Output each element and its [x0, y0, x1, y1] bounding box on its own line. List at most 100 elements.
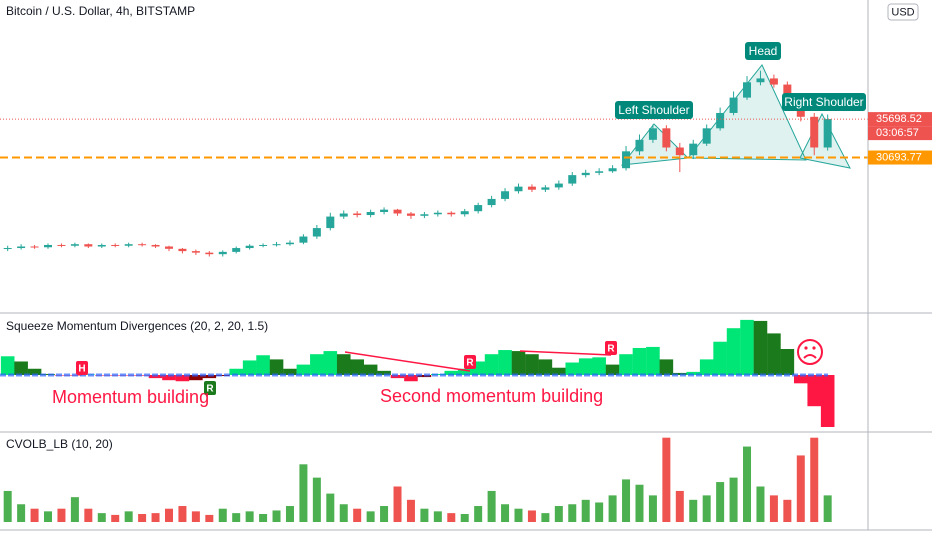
candle-body: [339, 213, 348, 217]
annotation-text: Momentum building: [52, 387, 209, 407]
candle-body: [756, 78, 765, 83]
candle-body: [622, 151, 631, 169]
candle-body: [259, 244, 268, 246]
momentum-bar: [0, 356, 15, 376]
momentum-bar: [390, 375, 405, 379]
candle-body: [44, 244, 53, 248]
currency-label[interactable]: USD: [891, 6, 914, 18]
price-label: 35698.52: [876, 113, 922, 125]
momentum-bar: [14, 361, 28, 376]
momentum-bar: [404, 375, 418, 382]
momentum-bar: [310, 354, 324, 376]
momentum-bar: [565, 362, 580, 376]
candle-body: [729, 97, 738, 113]
volume-bar: [366, 511, 375, 523]
marks: [0, 70, 868, 523]
volume-bar: [380, 506, 389, 523]
volume-bar: [675, 490, 684, 523]
volume-bar: [743, 446, 752, 523]
pattern-label-box: [615, 101, 693, 119]
volume-bar: [178, 506, 187, 523]
candle-body: [245, 245, 254, 249]
momentum-bar: [767, 333, 781, 376]
momentum-bar: [283, 368, 297, 376]
divergence-marker-box: [76, 361, 88, 375]
divergence-marker-box: [204, 381, 216, 395]
momentum-bar: [27, 368, 42, 376]
volume-bar: [3, 490, 12, 523]
candle-body: [635, 139, 644, 152]
annotation-text: Second momentum building: [380, 386, 603, 406]
volume-bar: [138, 514, 147, 523]
volume-bar: [527, 510, 536, 523]
volume-bar: [823, 495, 832, 523]
momentum-bar: [525, 354, 539, 376]
indicator-title: CVOLB_LB (10, 20): [6, 437, 113, 451]
volume-bar: [285, 506, 294, 523]
candle-body: [447, 212, 456, 215]
volume-bar: [205, 514, 214, 523]
candle-body: [433, 212, 442, 215]
candle-body: [218, 251, 227, 255]
volume-bar: [353, 508, 362, 523]
momentum-bar: [444, 370, 459, 376]
volume-bar: [299, 464, 308, 523]
candle-body: [608, 168, 617, 172]
momentum-bar: [229, 368, 244, 376]
volume-bar: [622, 479, 631, 523]
volume-bar: [191, 511, 200, 523]
volume-bar: [769, 495, 778, 523]
volume-bar: [716, 482, 725, 523]
momentum-bar: [686, 371, 701, 376]
volume-bar: [97, 513, 106, 523]
volume-bar: [420, 508, 429, 523]
volume-bar: [487, 490, 496, 523]
momentum-bar: [323, 351, 338, 376]
divergence-line: [344, 351, 471, 372]
momentum-bar: [538, 359, 553, 376]
momentum-bar: [175, 375, 190, 382]
currency-button[interactable]: [887, 3, 919, 21]
momentum-bar: [740, 319, 754, 376]
pattern-label: Right Shoulder: [784, 95, 863, 109]
volume-bar: [218, 508, 227, 523]
volume-bar: [689, 499, 698, 523]
momentum-bar: [242, 360, 257, 376]
volume-bar: [124, 511, 133, 523]
volume-bar: [501, 504, 510, 523]
volume-bar: [648, 495, 657, 523]
momentum-bar: [780, 349, 795, 376]
divergence-marker: R: [466, 358, 474, 369]
candle-body: [232, 248, 241, 252]
candle-body: [151, 244, 160, 247]
chart-title: Bitcoin / U.S. Dollar, 4h, BITSTAMP: [6, 4, 195, 18]
momentum-bar: [673, 372, 687, 376]
candle-body: [70, 244, 79, 246]
volume-bar: [756, 486, 765, 523]
candle-body: [474, 205, 483, 212]
momentum-bar: [753, 320, 768, 376]
volume-bar: [245, 511, 254, 523]
candle-body: [769, 78, 778, 85]
head-shape: [686, 64, 807, 161]
candle-body: [30, 246, 39, 248]
momentum-bar: [296, 364, 311, 376]
divergence-marker: R: [206, 384, 214, 395]
volume-bar: [232, 513, 241, 523]
candle-body: [595, 171, 604, 173]
momentum-bar: [713, 341, 727, 376]
pattern-label: Left Shoulder: [618, 103, 689, 117]
volume-bar: [433, 511, 442, 523]
candle-body: [420, 214, 429, 216]
countdown: 03:06:57: [876, 127, 919, 139]
price-label-box: [868, 150, 932, 165]
countdown-box: [868, 126, 932, 141]
volume-bar: [111, 514, 120, 523]
momentum-bar: [699, 359, 714, 376]
volume-bar: [30, 508, 39, 523]
momentum-bar: [363, 364, 378, 376]
candle-body: [702, 128, 711, 144]
volume-bar: [810, 437, 819, 523]
